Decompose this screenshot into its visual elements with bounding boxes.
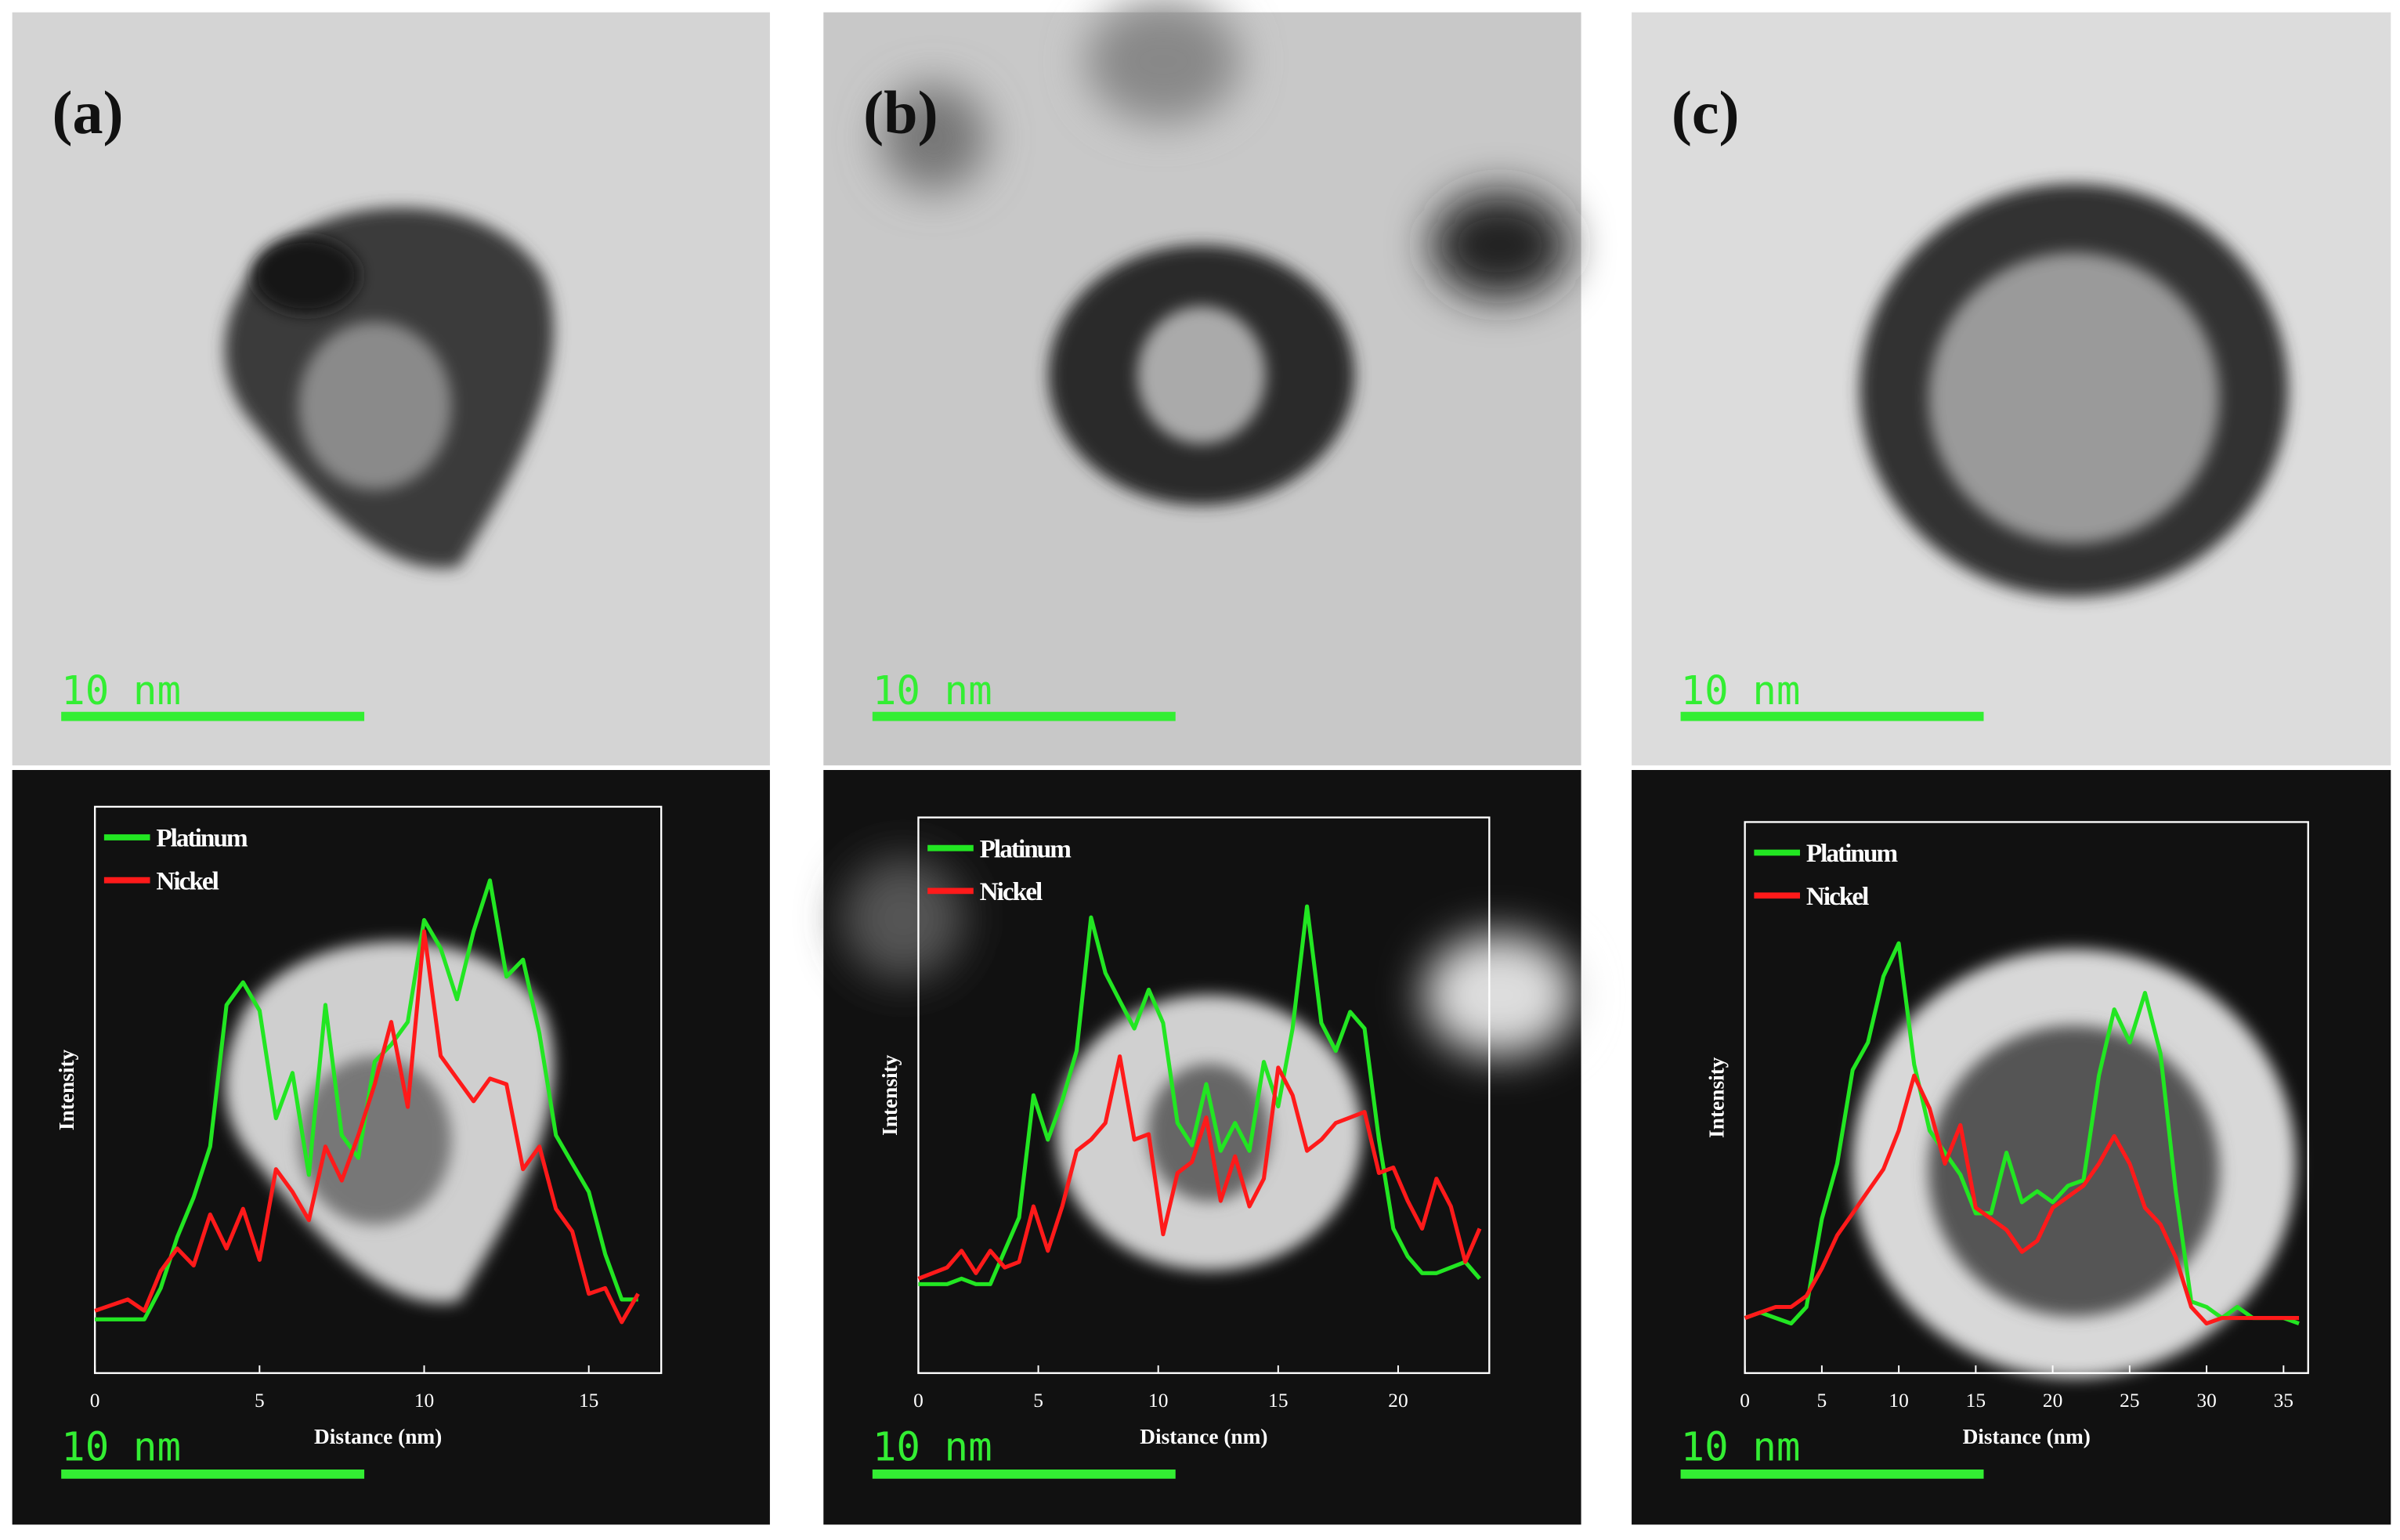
scale-bar xyxy=(1680,1470,1984,1479)
scale-bar-label: 10 nm xyxy=(1681,667,1801,714)
line-series xyxy=(917,1054,1482,1281)
scale-bar-label: 10 nm xyxy=(1681,1423,1801,1470)
x-tick-label: 10 xyxy=(1148,1390,1168,1412)
scale-bar xyxy=(1680,711,1984,721)
legend-label: Platinum xyxy=(980,834,1072,863)
x-axis-label: Distance (nm) xyxy=(1963,1425,2091,1448)
x-tick-label: 35 xyxy=(2274,1390,2293,1412)
x-tick-label: 15 xyxy=(579,1390,598,1412)
scale-bar-label: 10 nm xyxy=(873,667,992,714)
panel-label: (c) xyxy=(1672,78,1740,146)
x-tick-label: 0 xyxy=(90,1390,100,1412)
x-tick-label: 0 xyxy=(1740,1390,1750,1412)
scale-bar xyxy=(61,711,365,721)
panel-label: (b) xyxy=(863,78,938,146)
x-tick-label: 5 xyxy=(1033,1390,1043,1412)
panel-label: (a) xyxy=(52,78,123,146)
x-tick-label: 15 xyxy=(1966,1390,1986,1412)
legend-label: Platinum xyxy=(156,824,248,853)
x-tick-label: 15 xyxy=(1268,1390,1288,1412)
legend-label: Nickel xyxy=(980,877,1043,906)
line-series xyxy=(94,929,640,1325)
plot-frame xyxy=(917,816,1491,1375)
plot-frame xyxy=(93,805,663,1375)
images xyxy=(12,0,2391,1525)
x-tick-label: 30 xyxy=(2196,1390,2216,1412)
scale-bar xyxy=(872,711,1176,721)
x-tick-label: 20 xyxy=(2043,1390,2062,1412)
plot-frame xyxy=(1744,821,2309,1375)
x-tick-label: 0 xyxy=(913,1390,923,1412)
x-tick-label: 5 xyxy=(255,1390,265,1412)
x-axis-label: Distance (nm) xyxy=(314,1425,442,1448)
y-axis-label: Intensity xyxy=(1704,1057,1728,1138)
scale-bar-label: 10 nm xyxy=(873,1423,992,1470)
legend-label: Nickel xyxy=(156,866,219,895)
legend-label: Nickel xyxy=(1806,882,1869,911)
y-axis-label: Intensity xyxy=(55,1049,78,1130)
line-series xyxy=(1744,1073,2300,1326)
x-tick-label: 5 xyxy=(1817,1390,1827,1412)
y-axis-label: Intensity xyxy=(878,1054,902,1136)
scale-bar-label: 10 nm xyxy=(61,1423,181,1470)
line-series xyxy=(1744,941,2300,1326)
legend-label: Platinum xyxy=(1806,839,1899,868)
scale-bar xyxy=(61,1470,365,1479)
x-axis-label: Distance (nm) xyxy=(1140,1425,1267,1448)
scale-bar xyxy=(872,1470,1176,1479)
x-tick-label: 10 xyxy=(1889,1390,1908,1412)
line-series xyxy=(918,904,1481,1286)
x-tick-label: 20 xyxy=(1388,1390,1408,1412)
x-tick-label: 25 xyxy=(2120,1390,2139,1412)
x-tick-label: 10 xyxy=(414,1390,434,1412)
scale-bar-label: 10 nm xyxy=(61,667,181,714)
